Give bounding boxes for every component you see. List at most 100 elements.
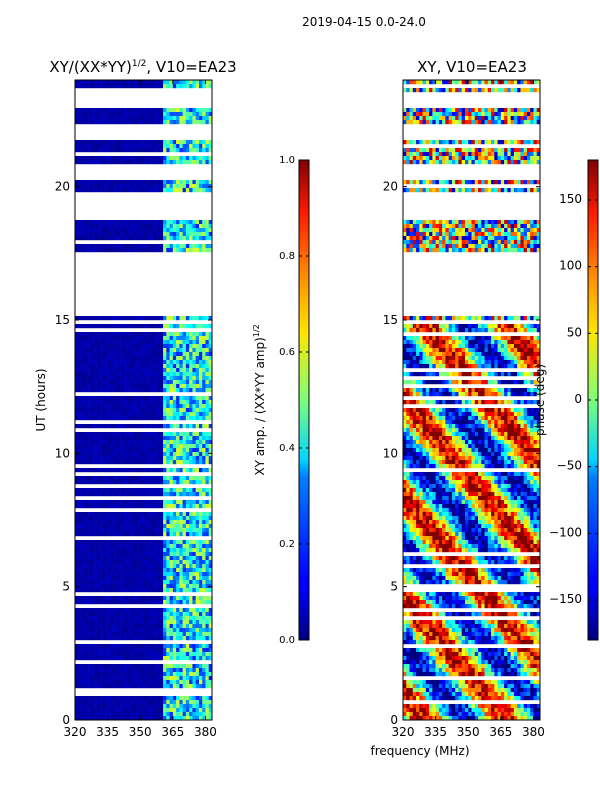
heatmap-cell [182,632,187,637]
heatmap-cell [198,572,203,577]
heatmap-cell [114,608,118,613]
heatmap-cell [153,184,157,189]
heatmap-cell [205,548,210,553]
heatmap-cell [156,116,161,121]
heatmap-cell [84,224,89,229]
heatmap-cell [202,664,206,669]
heatmap-cell [75,80,79,85]
heatmap-cell [156,80,161,85]
heatmap-cell [107,636,112,641]
heatmap-cell [97,600,102,605]
heatmap-cell [205,184,210,189]
heatmap-cell [88,436,92,441]
heatmap-cell [198,612,203,617]
heatmap-cell [133,360,138,365]
heatmap-cell [189,576,193,581]
heatmap-cell [117,416,121,421]
heatmap-cell [101,440,105,445]
heatmap-cell [120,664,125,669]
heatmap-cell [81,520,86,525]
heatmap-cell [517,108,521,113]
heatmap-cell [159,560,164,565]
heatmap-cell [435,116,440,121]
heatmap-cell [84,432,89,437]
heatmap-cell [526,108,531,113]
heatmap-cell [104,684,108,689]
heatmap-cell [153,112,157,117]
heatmap-cell [104,564,108,569]
heatmap-cell [78,596,82,601]
heatmap-cell [107,560,112,565]
heatmap-cell [432,160,436,165]
heatmap-cell [150,668,154,673]
heatmap-cell [143,588,148,593]
heatmap-cell [84,412,89,417]
heatmap-cell [195,384,200,389]
heatmap-cell [185,228,190,233]
heatmap-cell [419,120,423,125]
heatmap-cell [523,156,528,161]
heatmap-cell [88,532,92,537]
heatmap-cell [110,188,115,193]
heatmap-cell [88,512,92,517]
heatmap-cell [110,404,115,409]
heatmap-cell [478,120,482,125]
heatmap-cell [97,416,102,421]
heatmap-cell [406,148,410,153]
heatmap-cell [107,684,112,689]
heatmap-cell [94,488,99,493]
heatmap-cell [169,380,174,385]
heatmap-cell [438,80,443,85]
heatmap-cell [94,448,99,453]
heatmap-cell [143,232,148,237]
heatmap-cell [156,348,161,353]
heatmap-cell [120,352,125,357]
heatmap-cell [159,424,164,429]
heatmap-cell [169,344,174,349]
heatmap-cell [153,324,157,329]
heatmap-cell [166,684,170,689]
heatmap-cell [156,560,161,565]
heatmap-cell [146,624,151,629]
heatmap-cell [172,588,177,593]
heatmap-cell [120,648,125,653]
heatmap-cell [136,332,141,337]
heatmap-cell [127,572,131,577]
heatmap-cell [120,456,125,461]
heatmap-cell [172,324,177,329]
heatmap-cell [189,220,193,225]
heatmap-cell [176,140,180,145]
heatmap-cell [458,140,463,145]
heatmap-cell [202,716,206,721]
heatmap-cell [123,448,128,453]
heatmap-cell [205,664,210,669]
heatmap-cell [185,532,190,537]
heatmap-cell [101,424,105,429]
heatmap-cell [189,408,193,413]
heatmap-cell [88,624,92,629]
heatmap-cell [494,88,498,93]
heatmap-cell [78,340,82,345]
heatmap-cell [78,548,82,553]
heatmap-cell [133,584,138,589]
heatmap-cell [208,504,213,509]
heatmap-cell [107,488,112,493]
heatmap-cell [104,248,108,253]
heatmap-cell [179,356,183,361]
heatmap-cell [189,108,193,113]
heatmap-cell [176,564,180,569]
heatmap-cell [179,608,183,613]
heatmap-cell [117,116,121,121]
heatmap-cell [140,500,144,505]
heatmap-cell [416,116,420,121]
heatmap-cell [123,516,128,521]
heatmap-cell [153,520,157,525]
heatmap-cell [130,188,135,193]
heatmap-cell [94,716,99,721]
heatmap-cell [140,388,144,393]
heatmap-cell [133,244,138,249]
heatmap-cell [120,616,125,621]
heatmap-cell [448,88,453,93]
heatmap-cell [75,232,79,237]
heatmap-cell [195,332,200,337]
